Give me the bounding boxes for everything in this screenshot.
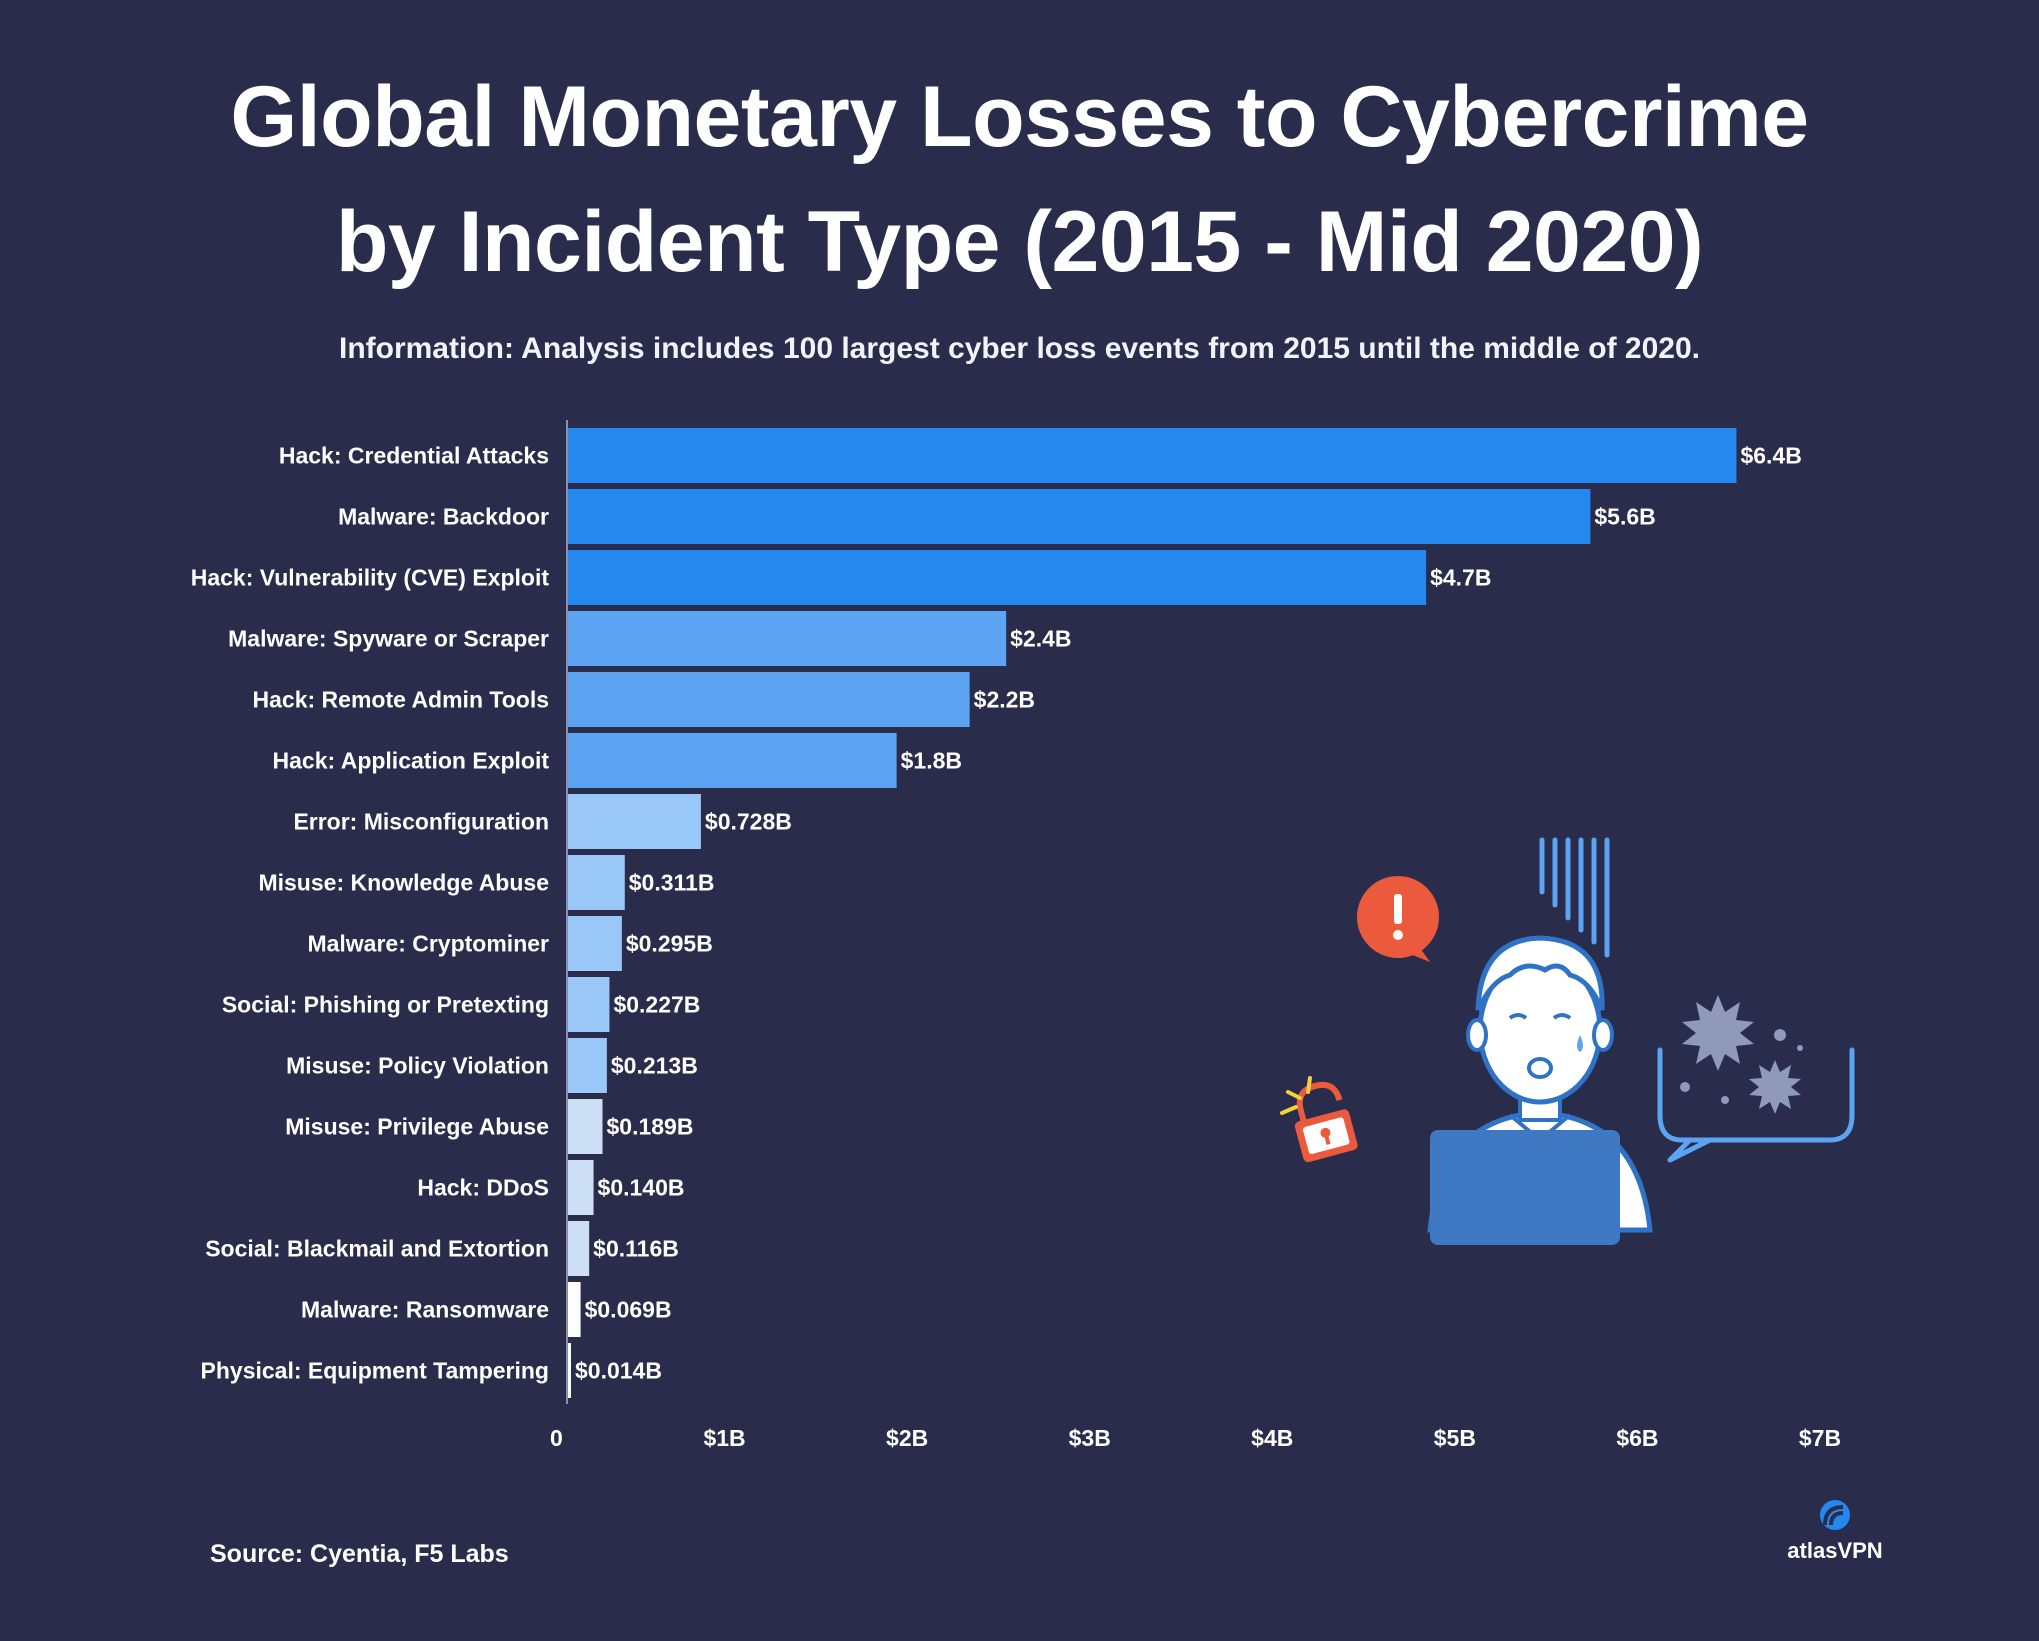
category-label-8: Malware: Cryptominer [307,931,549,957]
category-label-6: Error: Misconfiguration [293,809,549,835]
bar-0 [568,428,1737,483]
x-tick-label-1: $1B [703,1425,745,1451]
bar-10 [568,1038,607,1093]
source-note: Source: Cyentia, F5 Labs [210,1540,509,1568]
value-label-2: $4.7B [1430,565,1491,591]
bar-11 [568,1099,603,1154]
bars-group [568,428,1737,1398]
chart-subtitle: Information: Analysis includes 100 large… [338,332,1700,365]
laptop-icon [1430,1130,1620,1245]
x-axis-ticks-group: 0 $1B $2B $3B $4B $5B $6B $7B [550,1425,1841,1451]
category-label-12: Hack: DDoS [417,1175,549,1201]
category-label-0: Hack: Credential Attacks [279,443,549,469]
value-label-3: $2.4B [1010,626,1071,652]
category-label-1: Malware: Backdoor [338,504,549,530]
bar-6 [568,794,701,849]
x-tick-label-4: $4B [1251,1425,1293,1451]
category-label-9: Social: Phishing or Pretexting [222,992,549,1018]
value-label-1: $5.6B [1594,504,1655,530]
category-label-3: Malware: Spyware or Scraper [228,626,549,652]
category-label-2: Hack: Vulnerability (CVE) Exploit [191,565,550,591]
value-label-13: $0.116B [593,1236,679,1262]
bar-5 [568,733,897,788]
value-labels-group: $6.4B $5.6B $4.7B $2.4B $2.2B $1.8B $0.728B $0.… [575,443,1802,1384]
category-labels-group: Hack: Credential Attacks Malware: Backdoo… [191,443,550,1384]
brand-logo: atlasVPN [1770,1495,1900,1564]
category-label-10: Misuse: Policy Violation [286,1053,549,1079]
x-tick-label-3: $3B [1069,1425,1111,1451]
bar-8 [568,916,622,971]
value-label-14: $0.069B [585,1297,672,1323]
title-line-1: Global Monetary Losses to Cybercrime [230,69,1809,165]
value-label-9: $0.227B [613,992,700,1018]
value-label-15: $0.014B [575,1358,662,1384]
bar-9 [568,977,610,1032]
value-label-6: $0.728B [705,809,792,835]
category-label-7: Misuse: Knowledge Abuse [258,870,549,896]
bar-12 [568,1160,594,1215]
x-tick-label-6: $6B [1616,1425,1658,1451]
value-label-10: $0.213B [611,1053,698,1079]
x-tick-label-7: $7B [1799,1425,1841,1451]
value-label-7: $0.311B [629,870,715,896]
category-label-4: Hack: Remote Admin Tools [253,687,549,713]
alarm-lines-icon [1539,837,1610,958]
category-label-11: Misuse: Privilege Abuse [285,1114,549,1140]
bar-7 [568,855,625,910]
virus-speech-bubble-icon [1657,1047,1855,1163]
worried-user-illustration [1280,837,1855,1245]
bar-13 [568,1221,590,1276]
value-label-4: $2.2B [974,687,1035,713]
title-line-2: by Incident Type (2015 - Mid 2020) [335,194,1704,290]
unlocked-padlock-icon [1294,1081,1358,1163]
alert-sparks-icon [1280,1076,1312,1115]
bar-14 [568,1282,581,1337]
value-label-0: $6.4B [1740,443,1801,469]
value-label-5: $1.8B [901,748,962,774]
bar-15 [568,1343,571,1398]
category-label-14: Malware: Ransomware [301,1297,549,1323]
bar-3 [568,611,1007,666]
x-tick-label-2: $2B [886,1425,928,1451]
brand-name: atlasVPN [1787,1538,1883,1563]
x-tick-label-5: $5B [1434,1425,1476,1451]
chart-title: Global Monetary Losses to Cybercrime by … [0,55,2039,305]
bar-4 [568,672,970,727]
atlasvpn-logo-icon [1820,1500,1850,1530]
value-label-8: $0.295B [626,931,713,957]
x-tick-label-0: 0 [550,1425,563,1451]
value-label-11: $0.189B [607,1114,694,1140]
category-label-15: Physical: Equipment Tampering [201,1358,549,1384]
bar-2 [568,550,1427,605]
value-label-12: $0.140B [598,1175,685,1201]
category-label-13: Social: Blackmail and Extortion [205,1236,549,1262]
bar-1 [568,489,1591,544]
virus-icon [1680,995,1803,1114]
category-label-5: Hack: Application Exploit [273,748,550,774]
exclamation-bubble-icon [1357,876,1439,962]
